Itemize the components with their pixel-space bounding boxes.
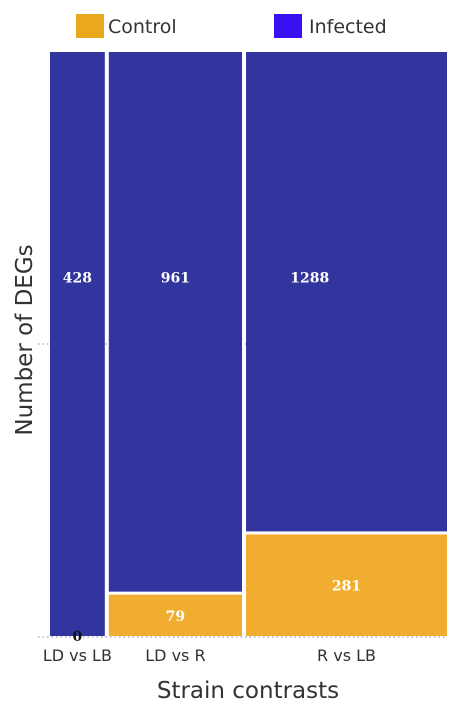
bar-infected-r-vs-lb [246,52,447,532]
bar-control-r-vs-lb [246,534,447,636]
data-labels: 428 0 961 79 1288 281 [63,271,361,645]
x-tick-r-vs-lb: R vs LB [317,646,376,665]
bar-infected-ld-vs-lb [50,52,105,636]
legend-label-infected: Infected [309,16,387,38]
label-control-ld-vs-lb: 0 [73,629,83,645]
legend-swatch-control [76,14,104,38]
bar-infected-ld-vs-r [108,52,243,592]
bar-control-ld-vs-r [108,594,243,636]
y-axis-title: Number of DEGs [12,244,38,435]
label-infected-r-vs-lb: 1288 [290,271,329,287]
label-infected-ld-vs-r: 961 [161,271,190,287]
x-tick-ld-vs-r: LD vs R [145,646,205,665]
legend-swatch-infected [274,14,302,38]
chart-marks [38,52,447,638]
legend: Control Infected [76,14,387,38]
x-axis-title: Strain contrasts [157,678,339,704]
label-infected-ld-vs-lb: 428 [63,271,92,287]
x-tick-labels: LD vs LB LD vs R R vs LB [43,646,376,665]
legend-label-control: Control [108,16,177,38]
x-tick-ld-vs-lb: LD vs LB [43,646,112,665]
label-control-r-vs-lb: 281 [332,579,361,595]
label-control-ld-vs-r: 79 [166,609,185,625]
